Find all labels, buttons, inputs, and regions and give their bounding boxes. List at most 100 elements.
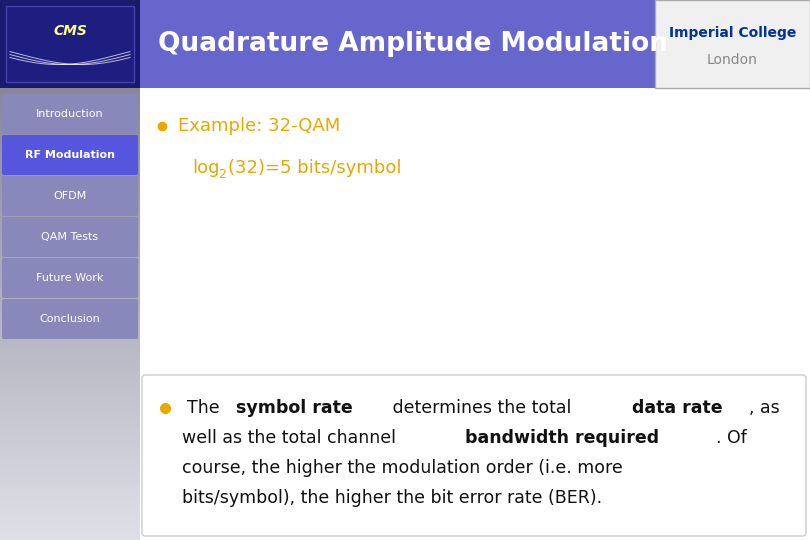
Polygon shape bbox=[0, 450, 140, 455]
Polygon shape bbox=[0, 517, 140, 523]
Polygon shape bbox=[0, 393, 140, 399]
Text: log: log bbox=[192, 159, 220, 177]
Polygon shape bbox=[0, 444, 140, 450]
Polygon shape bbox=[0, 201, 140, 207]
Text: CMS: CMS bbox=[53, 24, 87, 38]
Polygon shape bbox=[0, 150, 140, 156]
Polygon shape bbox=[0, 472, 140, 478]
Polygon shape bbox=[0, 252, 140, 258]
FancyBboxPatch shape bbox=[142, 375, 806, 536]
Polygon shape bbox=[0, 240, 140, 246]
Polygon shape bbox=[0, 433, 140, 438]
Polygon shape bbox=[0, 325, 140, 331]
Text: Future Work: Future Work bbox=[36, 273, 104, 283]
Polygon shape bbox=[0, 224, 140, 230]
Polygon shape bbox=[0, 292, 140, 297]
Text: data rate: data rate bbox=[632, 399, 723, 417]
Text: Imperial College: Imperial College bbox=[669, 26, 796, 40]
Text: Conclusion: Conclusion bbox=[40, 314, 100, 324]
Polygon shape bbox=[0, 359, 140, 365]
Polygon shape bbox=[0, 111, 140, 116]
Polygon shape bbox=[0, 133, 140, 139]
Polygon shape bbox=[0, 88, 140, 93]
Polygon shape bbox=[0, 388, 140, 393]
Polygon shape bbox=[0, 246, 140, 252]
Polygon shape bbox=[0, 523, 140, 529]
Polygon shape bbox=[0, 99, 140, 105]
Polygon shape bbox=[0, 348, 140, 354]
Polygon shape bbox=[0, 218, 140, 224]
Polygon shape bbox=[0, 506, 140, 512]
Polygon shape bbox=[0, 421, 140, 427]
Polygon shape bbox=[0, 529, 140, 535]
FancyBboxPatch shape bbox=[6, 6, 134, 82]
Text: Example: 32-QAM: Example: 32-QAM bbox=[178, 117, 340, 135]
Text: , as: , as bbox=[748, 399, 779, 417]
Polygon shape bbox=[0, 184, 140, 190]
Polygon shape bbox=[0, 467, 140, 472]
Polygon shape bbox=[0, 127, 140, 133]
Polygon shape bbox=[0, 336, 140, 342]
Polygon shape bbox=[0, 365, 140, 370]
Polygon shape bbox=[0, 501, 140, 506]
FancyBboxPatch shape bbox=[655, 0, 810, 88]
Polygon shape bbox=[0, 427, 140, 433]
Polygon shape bbox=[0, 156, 140, 161]
Polygon shape bbox=[0, 116, 140, 122]
Text: course, the higher the modulation order (i.e. more: course, the higher the modulation order … bbox=[182, 459, 623, 477]
Polygon shape bbox=[0, 331, 140, 336]
Polygon shape bbox=[0, 438, 140, 444]
Text: London: London bbox=[707, 53, 758, 67]
Polygon shape bbox=[0, 314, 140, 320]
Text: RF Modulation: RF Modulation bbox=[25, 150, 115, 160]
Polygon shape bbox=[0, 535, 140, 540]
Polygon shape bbox=[0, 455, 140, 461]
Polygon shape bbox=[0, 93, 140, 99]
Text: 2: 2 bbox=[218, 167, 226, 180]
Polygon shape bbox=[0, 483, 140, 489]
Polygon shape bbox=[0, 382, 140, 388]
Polygon shape bbox=[0, 478, 140, 483]
Polygon shape bbox=[0, 461, 140, 467]
Polygon shape bbox=[0, 274, 140, 280]
Polygon shape bbox=[0, 230, 140, 235]
Polygon shape bbox=[0, 354, 140, 359]
Polygon shape bbox=[0, 139, 140, 145]
Text: bandwidth required: bandwidth required bbox=[465, 429, 659, 447]
Polygon shape bbox=[0, 376, 140, 382]
FancyBboxPatch shape bbox=[2, 258, 138, 298]
Text: symbol rate: symbol rate bbox=[237, 399, 353, 417]
FancyBboxPatch shape bbox=[2, 217, 138, 257]
Polygon shape bbox=[0, 145, 140, 150]
Text: well as the total channel: well as the total channel bbox=[182, 429, 402, 447]
Polygon shape bbox=[0, 404, 140, 410]
Polygon shape bbox=[140, 88, 810, 540]
Polygon shape bbox=[0, 178, 140, 184]
Text: OFDM: OFDM bbox=[53, 191, 87, 201]
Polygon shape bbox=[0, 190, 140, 195]
Polygon shape bbox=[0, 416, 140, 421]
Polygon shape bbox=[0, 495, 140, 501]
Polygon shape bbox=[0, 122, 140, 127]
Polygon shape bbox=[0, 235, 140, 240]
Polygon shape bbox=[0, 105, 140, 111]
Polygon shape bbox=[0, 370, 140, 376]
Text: The: The bbox=[187, 399, 225, 417]
Polygon shape bbox=[0, 161, 140, 167]
Polygon shape bbox=[0, 0, 140, 88]
Polygon shape bbox=[0, 489, 140, 495]
FancyBboxPatch shape bbox=[2, 299, 138, 339]
FancyBboxPatch shape bbox=[2, 176, 138, 216]
Polygon shape bbox=[0, 399, 140, 404]
Text: (32)=5 bits/symbol: (32)=5 bits/symbol bbox=[228, 159, 402, 177]
Polygon shape bbox=[0, 212, 140, 218]
Polygon shape bbox=[0, 258, 140, 263]
Polygon shape bbox=[0, 269, 140, 274]
Polygon shape bbox=[0, 167, 140, 173]
Polygon shape bbox=[0, 342, 140, 348]
Text: Quadrature Amplitude Modulation: Quadrature Amplitude Modulation bbox=[158, 31, 668, 57]
Text: . Of: . Of bbox=[716, 429, 747, 447]
Text: bits/symbol), the higher the bit error rate (BER).: bits/symbol), the higher the bit error r… bbox=[182, 489, 602, 507]
Polygon shape bbox=[140, 0, 655, 88]
Polygon shape bbox=[0, 512, 140, 517]
